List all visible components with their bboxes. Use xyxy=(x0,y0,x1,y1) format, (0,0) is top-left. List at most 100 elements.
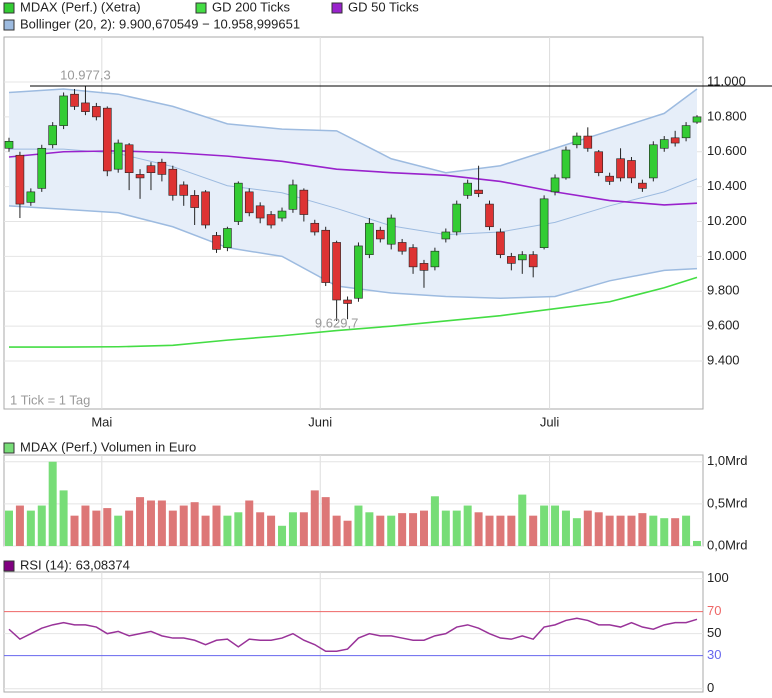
volume-bar xyxy=(387,515,396,546)
volume-bar xyxy=(354,505,363,546)
volume-bar xyxy=(70,515,79,546)
candle-body xyxy=(321,229,330,283)
band-lower xyxy=(8,205,698,300)
volume-bar xyxy=(223,515,232,546)
volume-bar xyxy=(572,518,581,546)
volume-bar xyxy=(37,505,46,546)
volume-bar xyxy=(398,513,407,546)
volume-bar xyxy=(267,515,276,546)
y-tick-label: 50 xyxy=(707,625,721,640)
legend-swatch xyxy=(3,442,15,454)
volume-bar xyxy=(245,500,254,546)
volume-bar xyxy=(332,515,341,546)
candle-body xyxy=(419,263,429,271)
candle-body xyxy=(190,195,199,208)
candle-body xyxy=(659,139,669,149)
legend-swatch xyxy=(195,2,207,14)
volume-bar xyxy=(507,515,516,546)
volume-bar xyxy=(430,496,439,546)
volume-bar xyxy=(551,505,560,546)
x-tick-label: Juni xyxy=(308,414,332,429)
candle-body xyxy=(638,182,647,189)
candle-body xyxy=(507,256,516,264)
candle-body xyxy=(157,161,167,175)
volume-bar xyxy=(605,515,614,546)
volume-bar xyxy=(409,513,418,546)
volume-bar xyxy=(376,515,385,546)
y-tick-label: 10.800 xyxy=(707,108,747,123)
candle-body xyxy=(212,235,221,250)
candle-body xyxy=(277,210,287,219)
volume-bar xyxy=(638,513,647,546)
candle-body xyxy=(113,142,123,170)
candle-body xyxy=(255,205,265,219)
candle-body xyxy=(550,177,560,193)
candle-body xyxy=(354,245,363,299)
candle-body xyxy=(168,168,178,196)
volume-bar xyxy=(583,510,592,546)
candle-body xyxy=(15,154,25,205)
note: 1 Tick = 1 Tag xyxy=(10,392,90,407)
candle-body xyxy=(485,203,494,228)
legend-label: Bollinger (20, 2): 9.900,670549 − 10.958… xyxy=(20,16,300,31)
candle-body xyxy=(517,254,527,261)
volume-bar xyxy=(441,510,450,546)
volume-bar xyxy=(5,510,13,546)
volume-bar xyxy=(627,515,636,546)
volume-bar xyxy=(168,510,177,546)
candle-body xyxy=(266,214,276,226)
volume-bar xyxy=(157,500,166,546)
y-tick-label: 0,5Mrd xyxy=(707,495,747,510)
candle-body xyxy=(605,175,614,182)
volume-bar xyxy=(48,461,57,546)
candle-body xyxy=(332,242,341,301)
volume-bar xyxy=(103,508,112,546)
candle-body xyxy=(583,135,593,149)
volume-bar xyxy=(485,515,494,546)
volume-bar xyxy=(212,505,221,546)
y-tick-label: 30 xyxy=(707,647,721,662)
y-tick-label: 0 xyxy=(707,680,714,695)
y-tick-label: 10.400 xyxy=(707,178,747,193)
panel-title: MDAX (Perf.) Volumen in Euro xyxy=(20,439,196,454)
candle-body xyxy=(201,191,210,226)
candle-body xyxy=(627,160,636,179)
volume-bar xyxy=(452,510,461,546)
candle-body xyxy=(244,191,254,214)
volume-bar xyxy=(125,510,134,546)
candle-body xyxy=(343,299,352,304)
legend-label: GD 200 Ticks xyxy=(212,0,291,14)
volume-bar xyxy=(671,518,680,546)
volume-bar xyxy=(310,490,319,546)
volume-bar xyxy=(518,494,527,546)
volume-bar xyxy=(693,540,701,546)
candle-body xyxy=(386,217,396,245)
candle-body xyxy=(670,137,680,144)
candle-body xyxy=(649,144,658,179)
x-tick-label: Mai xyxy=(91,414,112,429)
volume-bar xyxy=(136,497,145,546)
candle-body xyxy=(124,144,134,173)
candle-body xyxy=(616,158,625,179)
candle-body xyxy=(365,222,374,255)
candle-body xyxy=(223,228,232,248)
y-tick-label: 9.800 xyxy=(707,283,740,298)
candle-body xyxy=(441,231,451,240)
candle-body xyxy=(37,147,47,189)
panel-title: RSI (14): 63,08374 xyxy=(20,557,130,572)
candle-body xyxy=(288,184,298,210)
candle-body xyxy=(430,250,440,268)
y-tick-label: 1,0Mrd xyxy=(707,453,747,468)
band-fill xyxy=(9,88,697,299)
legend-swatch xyxy=(331,2,343,14)
y-tick-label: 70 xyxy=(707,603,721,618)
volume-bar xyxy=(299,512,308,546)
legend-label: GD 50 Ticks xyxy=(348,0,419,14)
legend-label: MDAX (Perf.) (Xetra) xyxy=(20,0,141,14)
y-tick-label: 0,0Mrd xyxy=(707,537,747,552)
legend-swatch xyxy=(3,19,15,31)
candle-body xyxy=(408,247,418,268)
volume-bar xyxy=(419,510,428,546)
volume-bar xyxy=(682,515,691,546)
candle-body xyxy=(179,184,189,196)
